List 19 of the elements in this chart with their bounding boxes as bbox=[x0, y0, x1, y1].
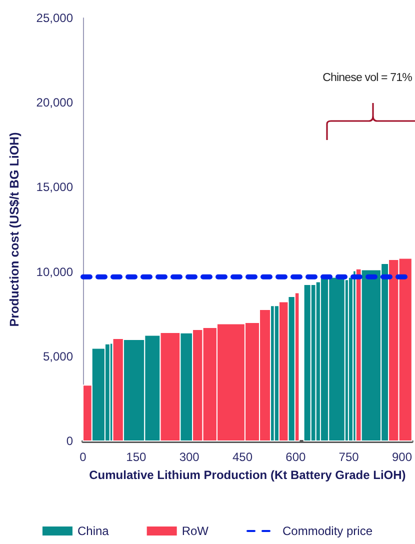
y-tick-label: 25,000 bbox=[36, 11, 74, 25]
x-tick-label: 750 bbox=[338, 450, 360, 464]
x-axis-title: Cumulative Lithium Production (Kt Battery Grade LiOH) bbox=[89, 468, 406, 482]
legend-label: China bbox=[77, 524, 110, 538]
y-tick-label: 20,000 bbox=[36, 96, 74, 110]
x-tick-label: 300 bbox=[179, 450, 200, 464]
legend-label: Commodity price bbox=[282, 524, 373, 538]
y-tick-label: 5,000 bbox=[42, 349, 74, 364]
x-tick-label: 450 bbox=[232, 450, 253, 464]
y-tick-label: 15,000 bbox=[36, 180, 74, 194]
y-axis-title: Production cost (US$/t BG LiOH) bbox=[8, 132, 22, 327]
x-tick-label: 150 bbox=[126, 450, 146, 464]
y-tick-label: 10,000 bbox=[36, 264, 74, 279]
x-tick-label: 0 bbox=[80, 450, 87, 464]
legend-label: RoW bbox=[182, 524, 210, 538]
x-tick-label: 600 bbox=[286, 450, 306, 464]
annotation: Chinese vol = 71% bbox=[322, 72, 412, 84]
y-tick-label: 0 bbox=[66, 434, 74, 448]
x-tick-label: 900 bbox=[392, 450, 412, 464]
